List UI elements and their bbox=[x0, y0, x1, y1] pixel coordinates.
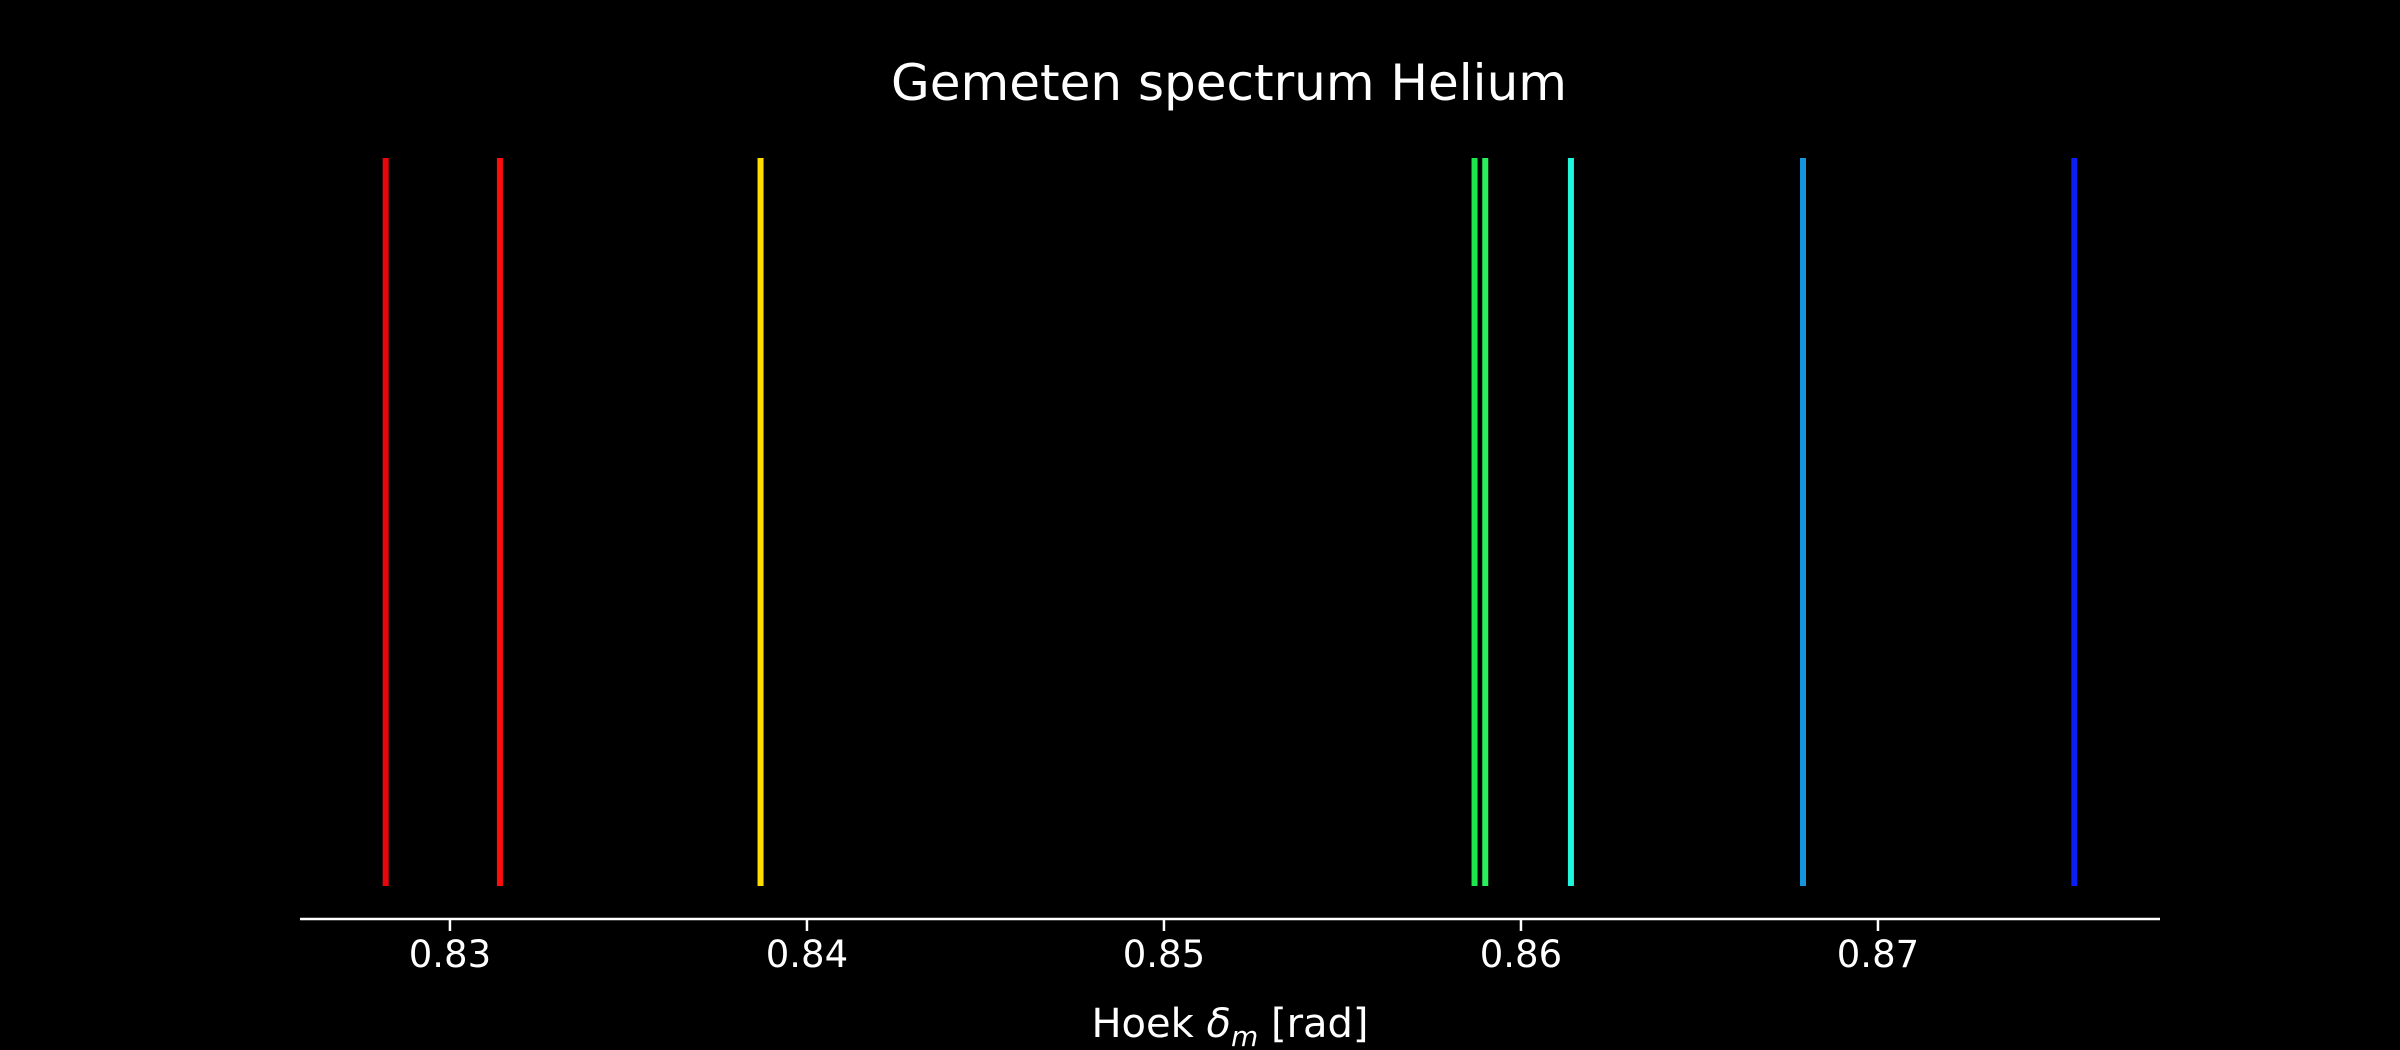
chart-title: Gemeten spectrum Helium bbox=[891, 54, 1567, 112]
x-axis-label-suffix: [rad] bbox=[1258, 1001, 1368, 1047]
x-axis-label: Hoek δm [rad] bbox=[1091, 1001, 1368, 1050]
x-axis-ticks: 0.83 0.84 0.85 0.86 0.87 bbox=[409, 919, 1919, 976]
x-axis-label-subscript: m bbox=[1231, 1020, 1258, 1050]
x-tick-label-3: 0.86 bbox=[1480, 933, 1562, 976]
x-tick-label-1: 0.84 bbox=[766, 933, 848, 976]
x-axis-label-prefix: Hoek bbox=[1091, 1001, 1206, 1047]
spectral-lines bbox=[382, 158, 2078, 886]
x-axis-label-symbol: δ bbox=[1207, 1001, 1231, 1047]
x-tick-label-0: 0.83 bbox=[409, 933, 491, 976]
x-tick-label-4: 0.87 bbox=[1837, 933, 1919, 976]
x-tick-label-2: 0.85 bbox=[1123, 933, 1205, 976]
